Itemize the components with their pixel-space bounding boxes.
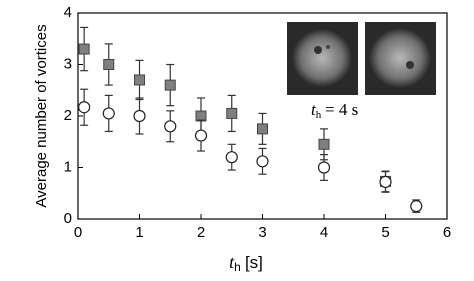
y-tick-label: 4 <box>64 4 72 21</box>
y-tick-label: 2 <box>64 107 72 124</box>
x-tick-label: 3 <box>258 224 266 241</box>
x-tick-label: 5 <box>381 224 389 241</box>
x-tick-label: 6 <box>443 224 451 241</box>
x-tick-label: 2 <box>197 224 205 241</box>
point <box>102 107 115 120</box>
y-tick-label: 3 <box>64 55 72 72</box>
point <box>164 120 177 133</box>
point <box>78 43 90 55</box>
point <box>194 129 208 142</box>
point <box>317 161 331 174</box>
point <box>134 74 145 86</box>
point <box>410 200 423 213</box>
point <box>133 109 146 123</box>
x-tick-label: 0 <box>74 224 82 241</box>
point <box>103 59 115 70</box>
y-tick-label: 0 <box>64 210 72 227</box>
point <box>225 151 238 164</box>
y-axis-label: Average number of vortices <box>33 24 50 207</box>
x-tick-label: 4 <box>320 224 328 241</box>
point <box>318 138 330 150</box>
point <box>78 101 91 114</box>
point <box>195 110 207 122</box>
x-tick-label: 1 <box>135 224 143 241</box>
point <box>164 79 176 91</box>
inset-caption: th = 4 s <box>311 100 358 123</box>
point <box>256 155 269 168</box>
point <box>379 175 392 189</box>
point <box>257 123 268 135</box>
x-axis-label: th [s] <box>229 252 263 276</box>
y-tick-label: 1 <box>64 158 72 175</box>
point <box>226 107 238 119</box>
inset-images <box>287 22 436 95</box>
